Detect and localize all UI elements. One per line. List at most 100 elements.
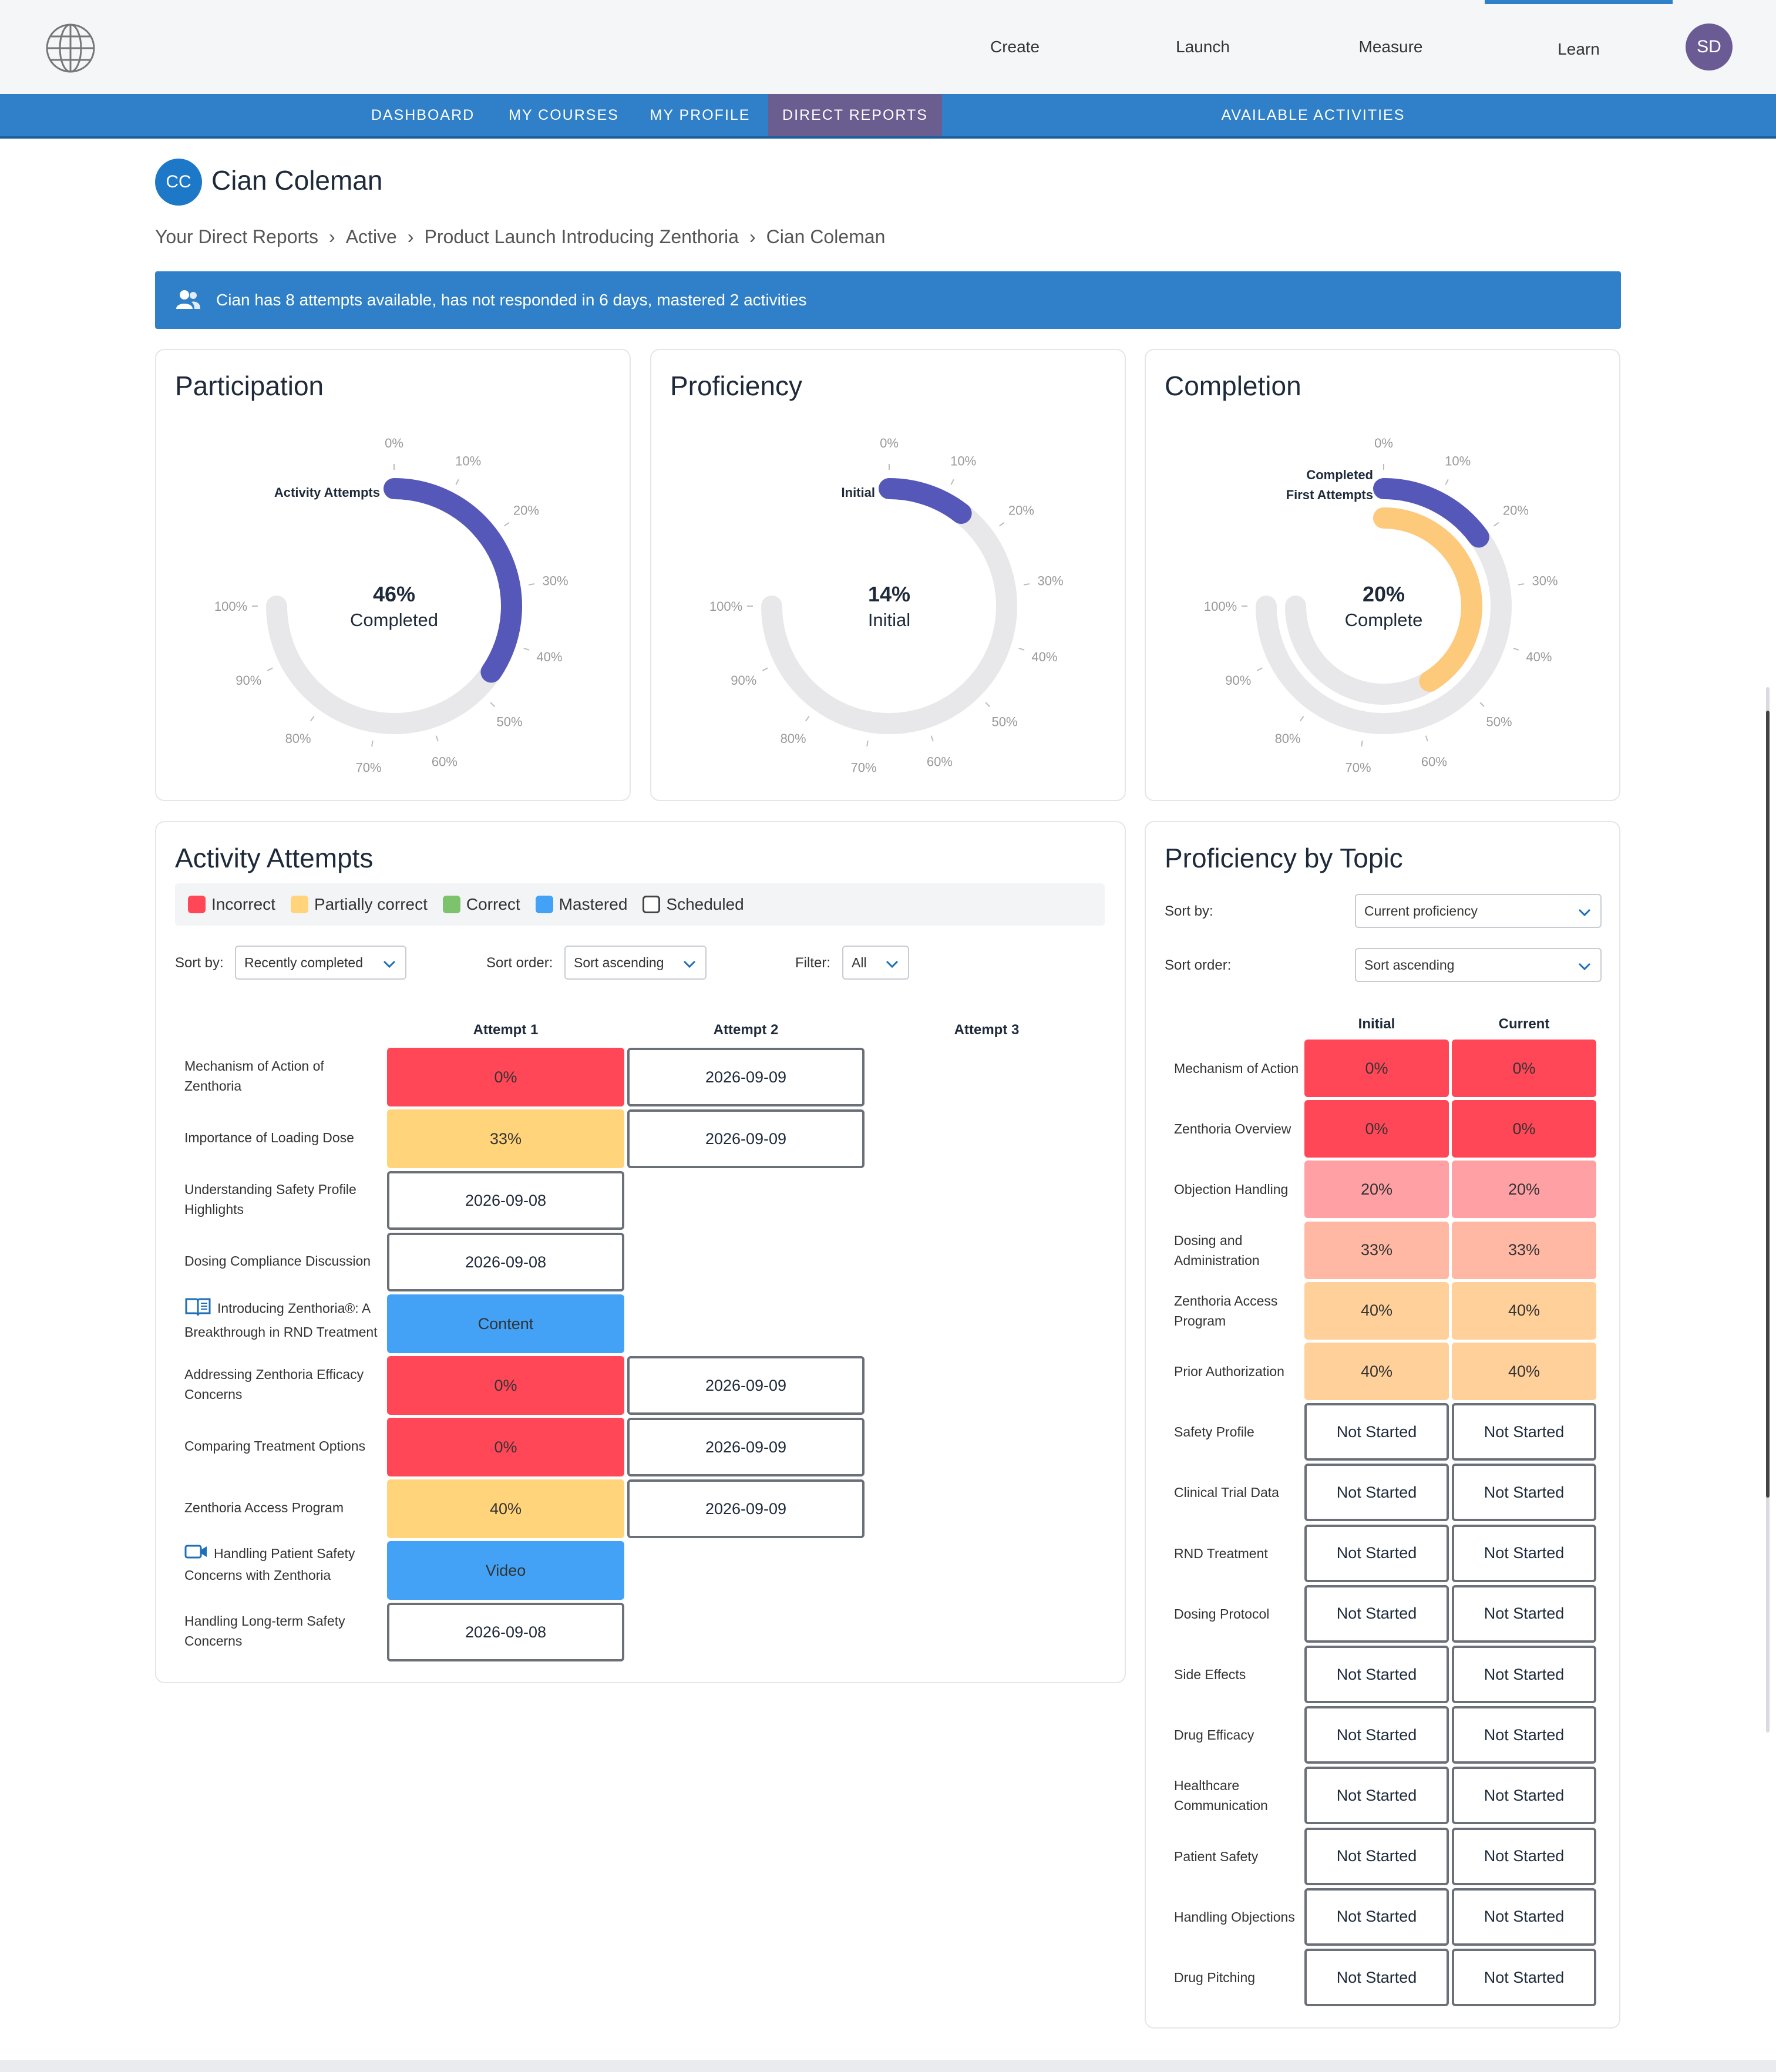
attempt-cell-scheduled[interactable]: 2026-09-09	[627, 1418, 865, 1476]
attempt-cell-incorrect[interactable]: 0%	[387, 1048, 624, 1106]
topic-initial-cell: 33%	[1304, 1221, 1449, 1279]
filter-select[interactable]: All	[842, 946, 909, 980]
attempt-cell-scheduled[interactable]: 2026-09-08	[387, 1233, 624, 1291]
activity-row-label[interactable]: Addressing Zenthoria Efficacy Concerns	[184, 1367, 364, 1402]
activity-row-label[interactable]: Understanding Safety Profile Highlights	[184, 1182, 356, 1217]
video-icon	[184, 1543, 208, 1565]
attempt-cell-scheduled[interactable]: 2026-09-08	[387, 1603, 624, 1661]
nav-create[interactable]: Create	[990, 38, 1040, 56]
topic-initial-cell: 0%	[1304, 1040, 1449, 1097]
column-attempt-3: Attempt 3	[954, 1022, 1020, 1038]
activity-row-label[interactable]: Dosing Compliance Discussion	[184, 1253, 371, 1269]
tab-available-activities[interactable]: AVAILABLE ACTIVITIES	[1221, 106, 1405, 123]
gauge-tick	[528, 583, 535, 586]
column-initial: Initial	[1358, 1016, 1395, 1032]
attempt-cell-incorrect[interactable]: 0%	[387, 1356, 624, 1415]
topic-initial-cell: Not Started	[1304, 1646, 1449, 1703]
activity-row-label[interactable]: Handling Patient Safety Concerns with Ze…	[184, 1540, 384, 1599]
activity-row-label[interactable]: Handling Long-term Safety Concerns	[184, 1613, 345, 1649]
gauge-tick	[1018, 647, 1025, 651]
topic-initial-cell: 40%	[1304, 1343, 1449, 1400]
gauge-value: 20%	[1363, 582, 1405, 606]
chevron-down-icon	[383, 960, 396, 968]
topic-initial-cell: Not Started	[1304, 1464, 1449, 1522]
breadcrumb-separator: ›	[407, 226, 414, 247]
activity-row-label[interactable]: Zenthoria Access Program	[184, 1500, 344, 1515]
gauge-tick	[985, 702, 990, 707]
gauge-tick-label: 90%	[1225, 673, 1251, 688]
gauge-tick	[267, 667, 273, 671]
topic-current-cell: Not Started	[1452, 1585, 1596, 1643]
topic-row-label: Drug Efficacy	[1174, 1727, 1254, 1743]
breadcrumb-course[interactable]: Product Launch Introducing Zenthoria	[424, 226, 739, 247]
topic-current-cell: 40%	[1452, 1343, 1596, 1400]
gauge-tick-label: 90%	[731, 673, 756, 688]
gauge-series-label-completed: Completed	[1306, 467, 1373, 482]
topic-current-cell: Not Started	[1452, 1949, 1596, 2006]
topic-row-label: Dosing and Administration	[1174, 1232, 1260, 1268]
gauge-tick	[1513, 647, 1519, 651]
gauge-tick	[1494, 522, 1499, 527]
breadcrumb-direct-reports[interactable]: Your Direct Reports	[155, 226, 319, 247]
proficiency-title: Proficiency	[670, 371, 802, 401]
topic-initial-cell: Not Started	[1304, 1524, 1449, 1582]
gauge-tick-label: 100%	[214, 599, 247, 614]
attempt-cell-mastered[interactable]: Video	[387, 1541, 624, 1600]
topic-row-label: Drug Pitching	[1174, 1970, 1256, 1985]
tab-direct-reports[interactable]: DIRECT REPORTS	[768, 94, 942, 136]
gauge-tick	[805, 716, 810, 722]
attempt-cell-scheduled[interactable]: 2026-09-09	[627, 1048, 865, 1106]
sort-order-select[interactable]: Sort ascending	[564, 946, 707, 980]
gauge-tick	[435, 735, 439, 742]
legend-scheduled: Scheduled	[643, 895, 744, 914]
gauge-tick	[310, 716, 315, 722]
attempt-cell-scheduled[interactable]: 2026-09-09	[627, 1356, 865, 1415]
activity-row-label[interactable]: Importance of Loading Dose	[184, 1130, 354, 1145]
breadcrumb-separator: ›	[329, 226, 335, 247]
gauge-tick-label: 20%	[1503, 503, 1529, 518]
gauge-subtext: Completed	[350, 610, 438, 630]
gauge-tick-label: 80%	[1275, 731, 1301, 746]
topic-sort-by-select[interactable]: Current proficiency	[1355, 894, 1602, 928]
attempt-cell-partial[interactable]: 40%	[387, 1479, 624, 1538]
attempt-cell-scheduled[interactable]: 2026-09-09	[627, 1479, 865, 1538]
tab-my-courses[interactable]: MY COURSES	[509, 106, 619, 123]
topic-initial-cell: Not Started	[1304, 1888, 1449, 1946]
attempt-cell-mastered[interactable]: Content	[387, 1294, 624, 1353]
activity-row-label[interactable]: Mechanism of Action of Zenthoria	[184, 1058, 324, 1094]
chevron-down-icon	[886, 960, 899, 968]
activity-row-label[interactable]: Introducing Zenthoria®: A Breakthrough i…	[184, 1293, 384, 1352]
attempt-cell-partial[interactable]: 33%	[387, 1109, 624, 1168]
tab-dashboard[interactable]: DASHBOARD	[371, 106, 475, 123]
topic-initial-cell: 0%	[1304, 1100, 1449, 1158]
activity-attempts-card: Activity Attempts Incorrect Partially co…	[155, 821, 1126, 1683]
activity-row-label[interactable]: Comparing Treatment Options	[184, 1438, 366, 1454]
attempt-cell-incorrect[interactable]: 0%	[387, 1418, 624, 1476]
nav-launch[interactable]: Launch	[1176, 38, 1230, 56]
topic-row-label: Healthcare Communication	[1174, 1778, 1268, 1814]
topic-sort-order-label: Sort order:	[1165, 957, 1232, 973]
globe-icon[interactable]	[43, 21, 97, 75]
breadcrumb-active[interactable]: Active	[345, 226, 397, 247]
gauge-value: 46%	[373, 582, 415, 606]
column-attempt-1: Attempt 1	[473, 1022, 539, 1038]
topic-current-cell: Not Started	[1452, 1464, 1596, 1522]
attempt-cell-scheduled[interactable]: 2026-09-08	[387, 1171, 624, 1230]
gauge-tick-label: 30%	[1038, 574, 1064, 588]
avatar[interactable]: SD	[1686, 23, 1733, 70]
gauge-tick	[950, 479, 954, 485]
nav-learn[interactable]: Learn	[1485, 0, 1673, 94]
gauge-tick-label: 100%	[1204, 599, 1237, 614]
tab-my-profile[interactable]: MY PROFILE	[650, 106, 751, 123]
topic-sort-order-select[interactable]: Sort ascending	[1355, 948, 1602, 982]
status-legend: Incorrect Partially correct Correct Mast…	[175, 883, 1105, 926]
attempt-cell-scheduled[interactable]: 2026-09-09	[627, 1109, 865, 1168]
gauge-arc-value	[384, 478, 522, 683]
scrollbar[interactable]	[1765, 687, 1770, 1733]
nav-measure[interactable]: Measure	[1358, 38, 1423, 56]
column-current: Current	[1498, 1016, 1550, 1032]
gauge-tick-label: 70%	[355, 761, 381, 775]
topic-current-cell: 0%	[1452, 1040, 1596, 1097]
topic-row-label: Mechanism of Action	[1174, 1061, 1299, 1076]
sort-by-select[interactable]: Recently completed	[235, 946, 406, 980]
